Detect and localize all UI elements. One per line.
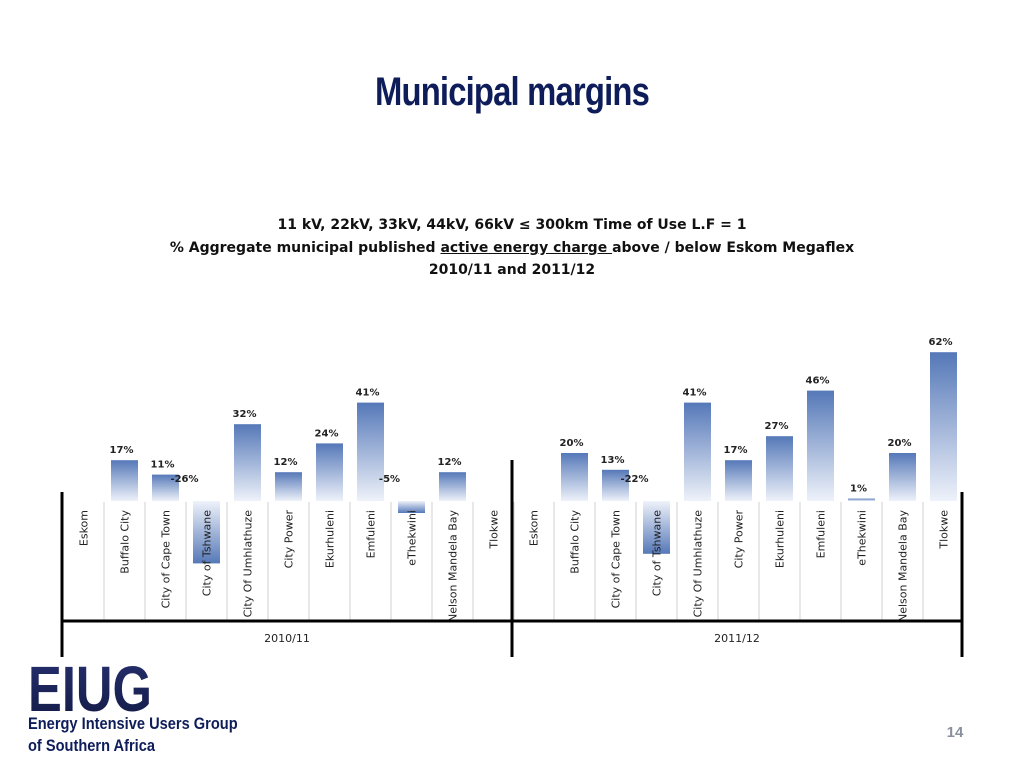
bar-2011-12-city-of-umhlathuze: [684, 402, 711, 501]
data-label: 46%: [806, 376, 830, 387]
category-label: City of Tshwane: [201, 510, 214, 596]
data-label: 20%: [888, 438, 912, 449]
logo-line-1: Energy Intensive Users Group: [28, 714, 238, 733]
data-label: 17%: [724, 445, 748, 456]
category-label: Ekurhuleni: [774, 510, 787, 568]
bar-2010-11-city-power: [275, 472, 302, 501]
bar-2011-12-city-of-tshwane: [643, 501, 670, 554]
category-label: Emfuleni: [815, 510, 828, 558]
data-label: -22%: [620, 474, 648, 485]
bar-2011-12-emfuleni: [807, 390, 834, 501]
chart-title-line-3: 2010/11 and 2011/12: [428, 262, 596, 278]
data-label: 12%: [274, 457, 298, 468]
bar-2011-12-ekurhuleni: [766, 436, 793, 501]
logo-line-2: of Southern Africa: [28, 736, 155, 755]
bar-2010-11-city-of-umhlathuze: [234, 424, 261, 501]
bar-2011-12-city-of-cape-town: [602, 469, 629, 501]
bar-2010-11-emfuleni: [357, 402, 384, 501]
data-label: -26%: [170, 474, 198, 485]
category-label: Buffalo City: [569, 510, 582, 574]
category-label: Tlokwe: [938, 510, 951, 550]
data-label: 13%: [601, 455, 625, 466]
chart-title-line-2-end: above / below Eskom Megaflex: [612, 240, 855, 256]
category-label: Nelson Mandela Bay: [447, 510, 460, 623]
group-label: 2011/12: [714, 632, 760, 645]
data-label: 1%: [850, 484, 867, 495]
bar-2011-12-ethekwini: [848, 498, 875, 501]
category-label: City Power: [733, 510, 746, 569]
bar-2011-12-city-power: [725, 460, 752, 501]
category-label: Emfuleni: [365, 510, 378, 558]
category-label: City Of Umhlathuze: [242, 510, 255, 618]
logo-letters: EIUG: [28, 655, 152, 717]
data-label: 12%: [438, 457, 462, 468]
chart-title-line-2: % Aggregate municipal published active e…: [0, 240, 1024, 256]
data-label: 20%: [560, 438, 584, 449]
category-label: Tlokwe: [488, 510, 501, 550]
category-label: Eskom: [528, 510, 541, 546]
category-label: City of Tshwane: [651, 510, 664, 596]
bar-2011-12-tlokwe: [930, 352, 957, 501]
bar-2010-11-nelson-mandela-bay: [439, 472, 466, 501]
category-label: Buffalo City: [119, 510, 132, 574]
bar-2010-11-city-of-tshwane: [193, 501, 220, 564]
data-label: 41%: [356, 388, 380, 399]
chart-title-line-1: 11 kV, 22kV, 33kV, 44kV, 66kV ≤ 300km Ti…: [277, 217, 747, 233]
eiug-logo-icon: EIUG: [28, 655, 152, 717]
category-label: eThekwini: [856, 510, 869, 566]
category-label: Nelson Mandela Bay: [897, 510, 910, 623]
category-label: City of Cape Town: [160, 510, 173, 608]
group-label: 2010/11: [264, 632, 310, 645]
category-label: Eskom: [78, 510, 91, 546]
category-label: City Of Umhlathuze: [692, 510, 705, 618]
bar-2010-11-ethekwini: [398, 501, 425, 513]
data-label: 27%: [765, 421, 789, 432]
category-label: City of Cape Town: [610, 510, 623, 608]
chart-title-line-2-underlined: active energy charge: [440, 240, 613, 256]
category-label: eThekwini: [406, 510, 419, 566]
chart-title-line-2-start: % Aggregate municipal published: [169, 240, 441, 256]
slide-title: Municipal margins: [374, 70, 650, 114]
category-label: City Power: [283, 510, 296, 569]
data-label: 62%: [929, 337, 953, 348]
data-label: 17%: [110, 445, 134, 456]
bar-2011-12-nelson-mandela-bay: [889, 453, 916, 501]
data-label: 24%: [315, 428, 339, 439]
bar-2010-11-ekurhuleni: [316, 443, 343, 501]
category-label: Ekurhuleni: [324, 510, 337, 568]
data-label: 41%: [683, 388, 707, 399]
bar-2010-11-city-of-cape-town: [152, 474, 179, 501]
page-number: 14: [946, 724, 964, 741]
data-label: -5%: [379, 474, 400, 485]
bar-2010-11-buffalo-city: [111, 460, 138, 501]
data-label: 11%: [151, 460, 175, 471]
bar-2011-12-buffalo-city: [561, 453, 588, 501]
data-label: 32%: [233, 409, 257, 420]
